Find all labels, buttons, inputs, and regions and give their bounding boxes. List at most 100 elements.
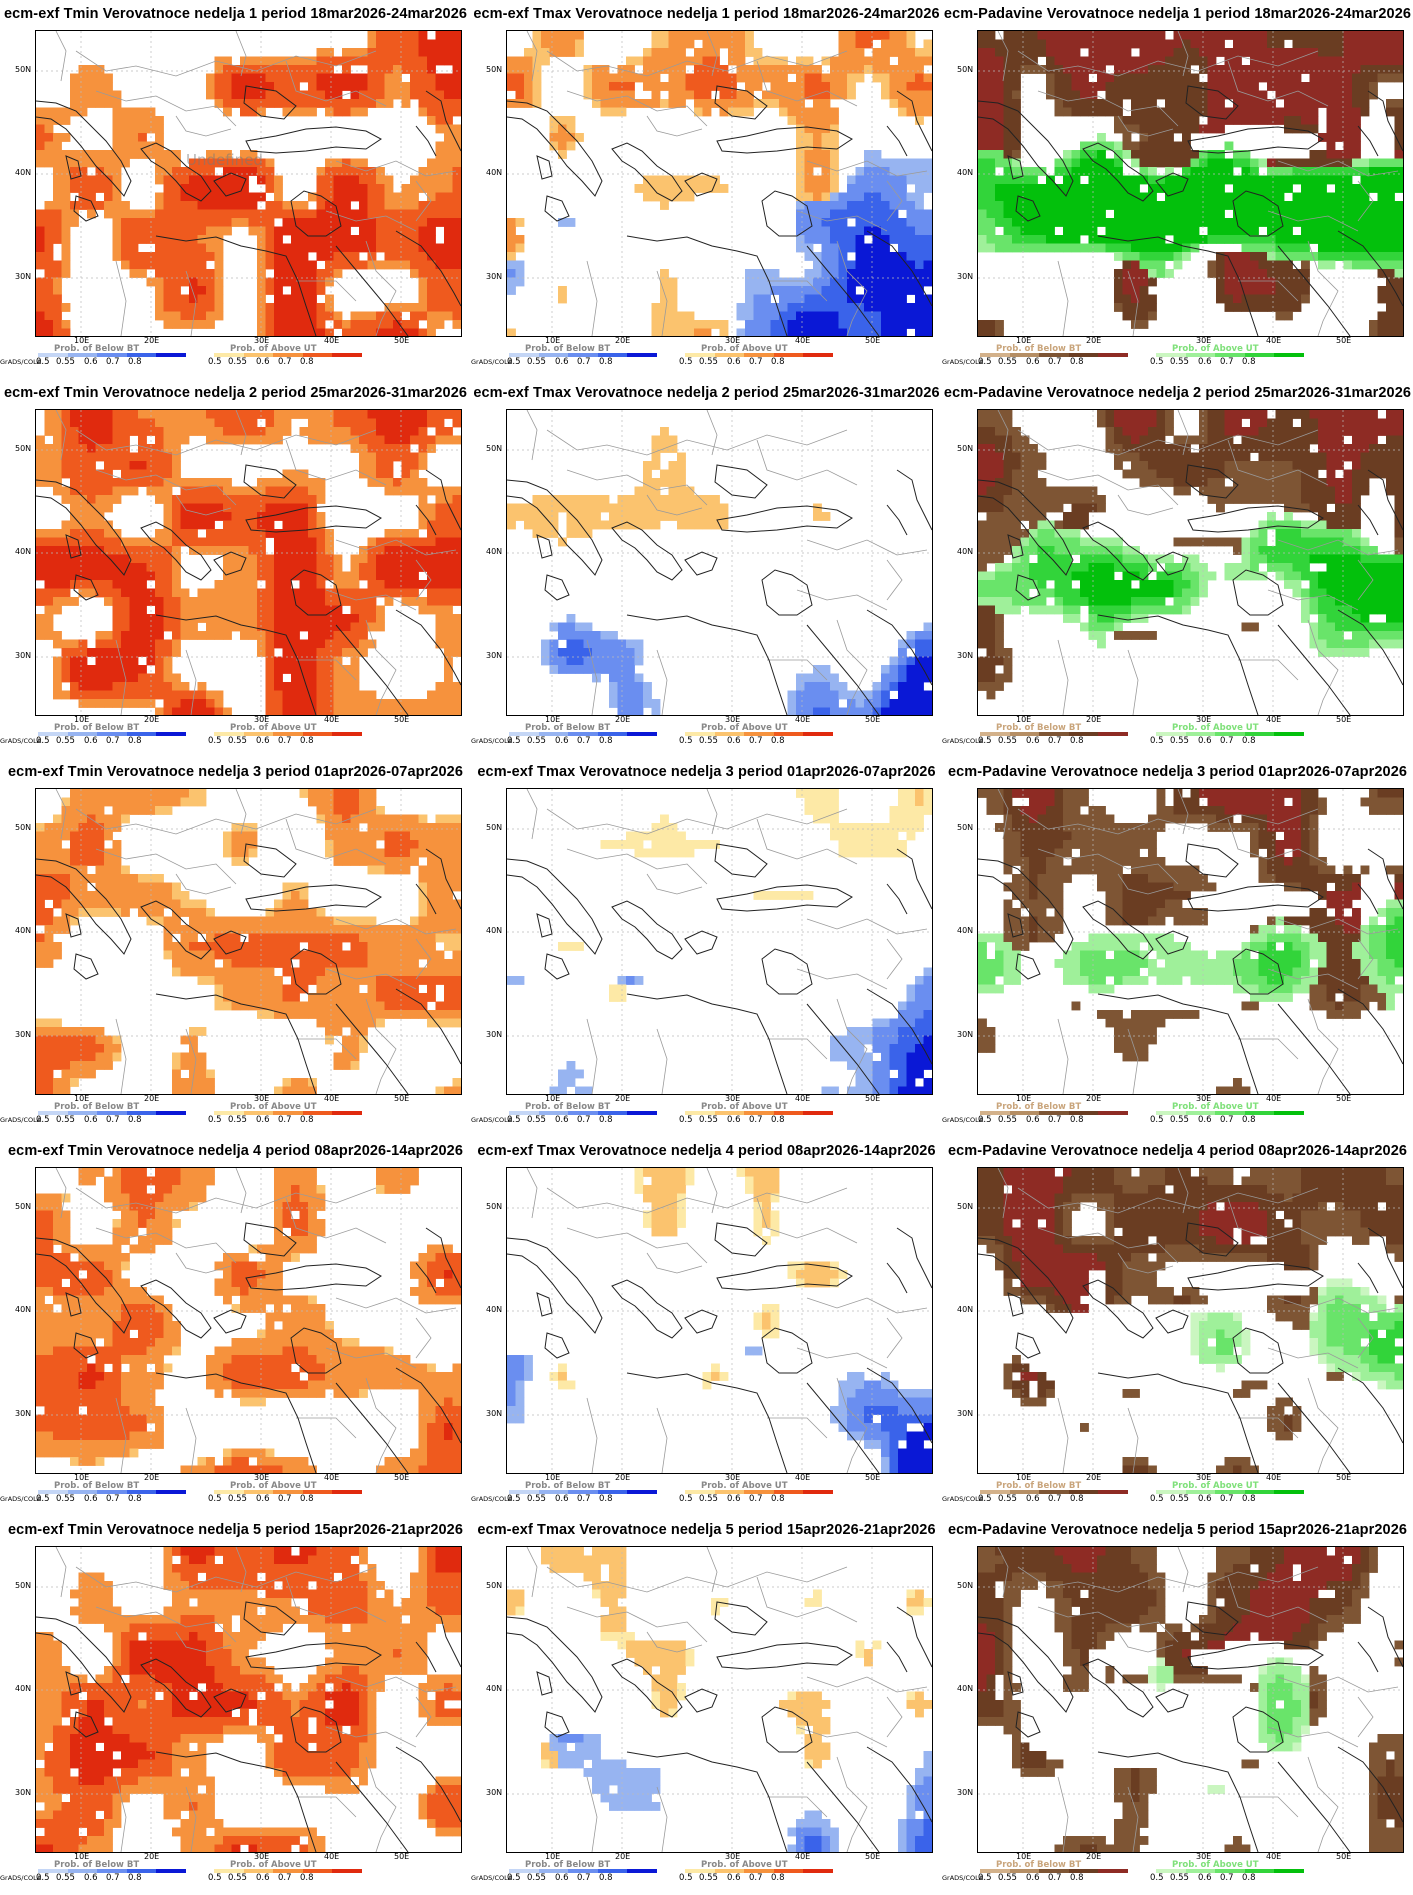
colorbar-swatch	[332, 1490, 362, 1494]
longitude-label: 10E	[545, 1473, 561, 1482]
map-panel-padavine-week-2: ecm-Padavine Verovatnoce nedelja 2 perio…	[942, 379, 1413, 758]
colorbar-swatch	[1156, 1490, 1186, 1494]
colorbar-tick-label: 0.7	[749, 1115, 763, 1125]
colorbar-tick-label: 0.6	[84, 736, 98, 746]
colorbar-swatch	[302, 1869, 333, 1873]
colorbar-tick-label: 0.7	[106, 1115, 120, 1125]
colorbar-tick-label: 0.8	[771, 357, 785, 367]
panel-title: ecm-exf Tmin Verovatnoce nedelja 3 perio…	[7, 764, 463, 780]
colorbar-swatch	[97, 1490, 127, 1494]
colorbar-swatch	[97, 732, 127, 736]
colorbar-swatch	[332, 1869, 362, 1873]
colorbar-tick-label: 0.55	[56, 1494, 75, 1504]
probability-map	[506, 409, 933, 716]
longitude-label: 10E	[1016, 1094, 1032, 1103]
colorbar-tick-labels: 0.5 0.55 0.6 0.7 0.8	[974, 1494, 1134, 1504]
colorbar-tick-label: 0.55	[228, 357, 247, 367]
latitude-label: 40N	[957, 926, 974, 935]
latitude-label: 40N	[15, 1305, 32, 1314]
longitude-label: 30E	[725, 1852, 741, 1861]
probability-field	[36, 1547, 461, 1852]
colorbar-swatches	[214, 1490, 362, 1494]
colorbar-swatches	[38, 1869, 186, 1873]
longitude-label: 30E	[1196, 1852, 1212, 1861]
colorbar-tick-label: 0.5	[36, 1115, 50, 1125]
colorbar-tick-label: 0.7	[106, 357, 120, 367]
colorbar-swatches	[1156, 1111, 1304, 1115]
colorbar-swatch	[744, 1111, 774, 1115]
colorbar-tick-label: 0.5	[679, 1873, 693, 1883]
colorbar-tick-label: 0.5	[36, 1873, 50, 1883]
colorbar-swatch	[1244, 1869, 1275, 1873]
colorbar-tick-label: 0.6	[256, 1115, 270, 1125]
panel-title: ecm-Padavine Verovatnoce nedelja 4 perio…	[947, 1143, 1408, 1159]
longitude-label: 20E	[144, 1094, 160, 1103]
colorbar-tick-label: 0.7	[1048, 1494, 1062, 1504]
colorbar-tick-label: 0.5	[679, 1494, 693, 1504]
longitude-label: 40E	[324, 1473, 340, 1482]
colorbar-tick-label: 0.5	[507, 1494, 521, 1504]
colorbar-swatches	[214, 1111, 362, 1115]
left-colorbar: Prob. of Below BT	[978, 723, 1128, 739]
grads-credit: GrADS/COLA	[942, 737, 984, 745]
colorbar-tick-label: 0.5	[36, 1494, 50, 1504]
colorbar-title: Prob. of Above UT	[230, 1860, 317, 1870]
colorbar-swatch	[1244, 353, 1275, 357]
panel-title: ecm-Padavine Verovatnoce nedelja 2 perio…	[943, 385, 1412, 401]
colorbar-tick-label: 0.5	[36, 736, 50, 746]
map-overlay	[978, 1547, 1403, 1852]
colorbar-tick-label: 0.55	[699, 1494, 718, 1504]
map-panel-padavine-week-3: ecm-Padavine Verovatnoce nedelja 3 perio…	[942, 758, 1413, 1137]
colorbar-tick-label: 0.6	[727, 736, 741, 746]
panel-title: ecm-exf Tmax Verovatnoce nedelja 2 perio…	[473, 385, 940, 401]
colorbar-swatch	[156, 1490, 186, 1494]
longitude-label: 50E	[1336, 336, 1352, 345]
longitude-label: 20E	[615, 715, 631, 724]
colorbar-swatch	[980, 1490, 1010, 1494]
colorbar-swatch	[714, 1490, 745, 1494]
map-overlay	[978, 410, 1403, 715]
probability-field	[978, 1547, 1403, 1852]
colorbar-tick-label: 0.8	[1070, 357, 1084, 367]
colorbar-tick-labels: 0.5 0.55 0.6 0.7 0.8	[503, 1115, 663, 1125]
colorbar-tick-label: 0.6	[256, 1873, 270, 1883]
colorbar-swatch	[97, 353, 127, 357]
longitude-label: 10E	[1016, 715, 1032, 724]
colorbar-swatch	[597, 1869, 628, 1873]
colorbar-swatch	[1244, 732, 1275, 736]
probability-field	[978, 1168, 1403, 1473]
colorbar-tick-label: 0.55	[56, 1873, 75, 1883]
colorbar-tick-label: 0.6	[84, 357, 98, 367]
longitude-label: 30E	[725, 1473, 741, 1482]
colorbar-tick-label: 0.8	[771, 1115, 785, 1125]
colorbar-swatch	[1215, 732, 1245, 736]
colorbar-swatch	[97, 1111, 127, 1115]
colorbar-tick-label: 0.55	[1170, 1494, 1189, 1504]
latitude-label: 30N	[486, 1409, 503, 1418]
latitude-label: 30N	[957, 1788, 974, 1797]
panel-title: ecm-exf Tmax Verovatnoce nedelja 4 perio…	[477, 1143, 936, 1159]
longitude-label: 30E	[725, 1094, 741, 1103]
colorbar-tick-label: 0.6	[1026, 736, 1040, 746]
colorbar-swatch	[243, 1111, 274, 1115]
longitude-label: 40E	[1266, 1852, 1282, 1861]
left-colorbar: Prob. of Below BT	[507, 1102, 657, 1118]
colorbar-swatch	[744, 732, 774, 736]
colorbar-tick-label: 0.5	[507, 736, 521, 746]
colorbar-swatch	[685, 1111, 715, 1115]
latitude-label: 50N	[957, 1581, 974, 1590]
longitude-label: 20E	[144, 1473, 160, 1482]
colorbar-swatch	[568, 1111, 598, 1115]
colorbar-tick-label: 0.8	[128, 1115, 142, 1125]
colorbar-swatch	[243, 1869, 274, 1873]
colorbar-tick-label: 0.55	[1170, 1873, 1189, 1883]
grads-credit: GrADS/COLA	[471, 1874, 513, 1882]
longitude-label: 50E	[394, 1094, 410, 1103]
grads-credit: GrADS/COLA	[471, 1495, 513, 1503]
probability-map	[977, 1167, 1404, 1474]
colorbar-swatch	[597, 1111, 628, 1115]
longitude-label: 30E	[1196, 715, 1212, 724]
colorbar-tick-label: 0.5	[208, 357, 222, 367]
probability-map	[977, 30, 1404, 337]
longitude-label: 40E	[1266, 715, 1282, 724]
